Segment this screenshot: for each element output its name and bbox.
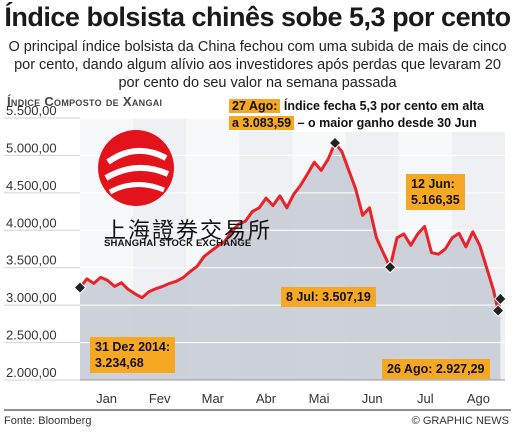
sse-logo-icon-stroke — [108, 182, 165, 195]
y-tick-label: 3.000,00 — [6, 290, 57, 305]
y-tick-label: 5.500,00 — [6, 103, 57, 118]
source-note: Fonte: Bloomberg — [4, 415, 92, 427]
x-tick-label: Jul — [417, 391, 434, 406]
annotation-aug26: 26 Ago: 2.927,29 — [382, 359, 490, 379]
data-point-marker — [328, 136, 342, 150]
x-tick-label: Mai — [309, 391, 330, 406]
area-fill — [80, 143, 501, 380]
annotation-dec31-value: 3.234,68 — [95, 356, 144, 370]
annotation-jul8: 8 Jul: 3.507,19 — [281, 287, 376, 307]
chart-label: Índice Composto de Xangai — [7, 94, 163, 109]
y-tick-label: 4.000,00 — [6, 215, 57, 230]
data-point-marker — [494, 292, 507, 306]
y-tick-label: 2.500,00 — [6, 328, 57, 343]
annotation-dec31: 31 Dez 2014: 3.234,68 — [90, 337, 176, 373]
page-subtitle: O principal índice bolsista da China fec… — [8, 39, 507, 91]
x-tick-label: Fev — [149, 391, 171, 406]
y-tick-label: 3.500,00 — [6, 253, 57, 268]
logo-chinese-text: 上海證券交易所 — [104, 219, 273, 244]
page-title: Índice bolsista chinês sobe 5,3 por cent… — [4, 2, 511, 32]
credit-note: © GRAPHIC NEWS — [411, 415, 509, 427]
x-tick-label: Ago — [467, 391, 490, 406]
data-point-marker — [491, 304, 505, 317]
x-tick-label: Abr — [256, 391, 277, 406]
logo-english-text: SHANGHAI STOCK EXCHANGE — [104, 238, 252, 249]
annotation-aug27-value: a 3.083,59 — [229, 116, 295, 130]
data-point-marker — [73, 281, 87, 294]
y-tick-label: 4.500,00 — [6, 178, 57, 193]
annotation-dec31-date: 31 Dez 2014: — [95, 340, 171, 354]
annotation-jun12-date: 12 Jun: — [411, 177, 455, 191]
x-tick-label: Jan — [96, 391, 117, 406]
series-line — [78, 141, 502, 313]
data-point-marker — [383, 260, 397, 274]
sse-logo-icon-stroke — [104, 164, 170, 181]
annotation-jun12: 12 Jun: 5.166,35 — [406, 174, 465, 210]
annotation-jun12-value: 5.166,35 — [411, 193, 460, 207]
annotation-aug27-text1: Índice fecha 5,3 por cento em alta — [280, 99, 484, 113]
x-tick-label: Mar — [202, 391, 225, 406]
y-tick-label: 2.000,00 — [6, 365, 57, 380]
y-tick-label: 5.000,00 — [6, 140, 57, 155]
annotation-aug27-date: 27 Ago: — [229, 99, 281, 113]
sse-logo-icon-stroke — [106, 147, 168, 165]
annotation-aug27-text2: – o maior ganho desde 30 Jun — [294, 116, 477, 130]
annotation-aug27: 27 Ago: Índice fecha 5,3 por cento em al… — [229, 98, 511, 132]
x-tick-label: Jun — [362, 391, 383, 406]
